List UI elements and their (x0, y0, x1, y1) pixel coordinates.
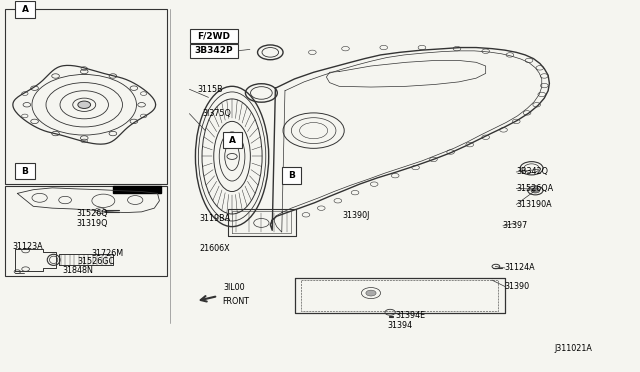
Text: 31726M: 31726M (92, 249, 124, 258)
Circle shape (366, 290, 376, 296)
Text: 3119BA: 3119BA (199, 214, 230, 223)
Text: A: A (22, 5, 28, 14)
Bar (190, 29, 238, 44)
Circle shape (531, 188, 540, 193)
Text: 31526GC: 31526GC (78, 257, 115, 266)
Text: 31319Q: 31319Q (77, 219, 108, 228)
Text: A: A (229, 135, 236, 145)
Text: 313190A: 313190A (516, 200, 552, 209)
Bar (223, 132, 243, 148)
Text: 21606X: 21606X (199, 244, 230, 253)
Text: 31390J: 31390J (342, 211, 370, 220)
Bar (282, 167, 301, 184)
Text: B: B (288, 171, 295, 180)
Text: B: B (22, 167, 28, 176)
Text: 3B342P: 3B342P (195, 46, 233, 55)
Bar (15, 163, 35, 179)
Polygon shape (113, 186, 161, 193)
Text: 31397: 31397 (503, 221, 528, 230)
Circle shape (78, 101, 91, 109)
Text: 31848N: 31848N (62, 266, 93, 275)
Bar (4, 9, 167, 184)
Text: 31123A: 31123A (13, 243, 44, 251)
Text: 31526Q: 31526Q (77, 209, 108, 218)
Text: 3115B: 3115B (198, 85, 223, 94)
Text: 31394: 31394 (388, 321, 413, 330)
Text: 3B342Q: 3B342Q (516, 167, 548, 176)
Text: 3lL00: 3lL00 (223, 283, 244, 292)
Text: J311021A: J311021A (554, 344, 593, 353)
Bar (4, 186, 167, 276)
Text: 31526QA: 31526QA (516, 184, 554, 193)
Text: F/2WD: F/2WD (197, 32, 230, 41)
Text: 31394E: 31394E (395, 311, 426, 320)
Text: FRONT: FRONT (222, 298, 249, 307)
Bar (15, 1, 35, 18)
Bar (190, 44, 238, 58)
Text: 31390: 31390 (505, 282, 530, 291)
Text: 31124A: 31124A (505, 263, 536, 272)
Text: 3l375Q: 3l375Q (202, 109, 231, 118)
